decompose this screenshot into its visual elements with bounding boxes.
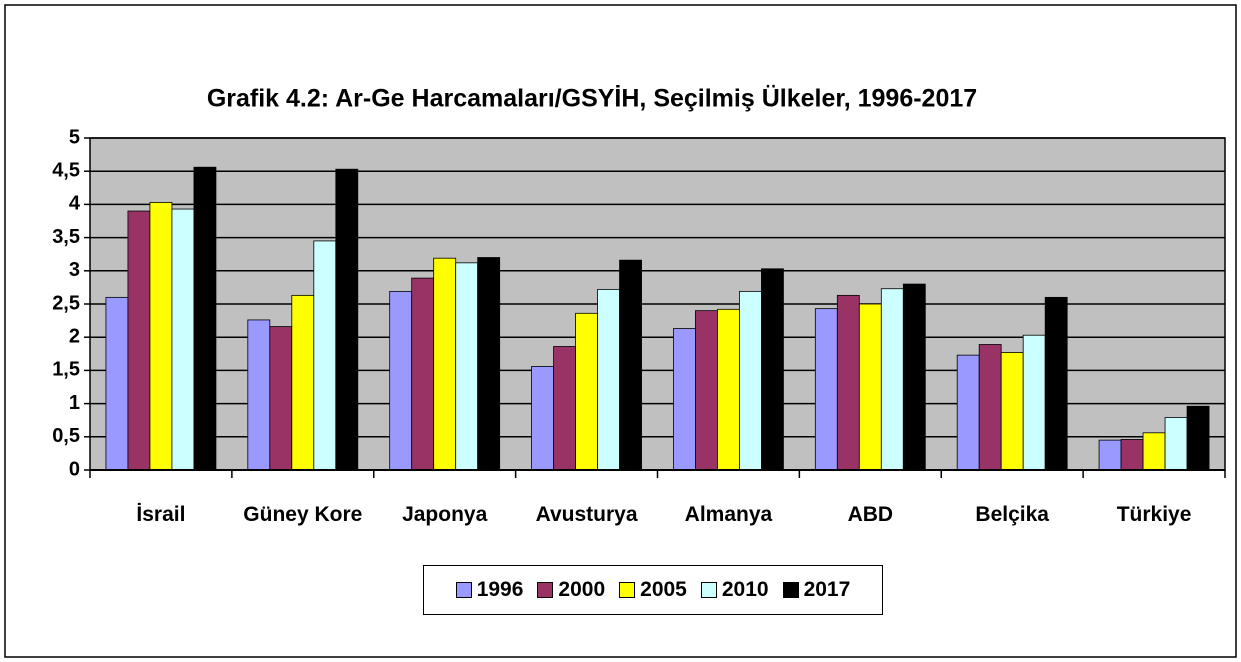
bar: [269, 326, 293, 471]
legend-label: 2010: [721, 578, 769, 601]
legend-item: 2005: [619, 578, 687, 602]
bar: [575, 312, 598, 471]
y-tick-label: 1: [69, 392, 80, 414]
legend-label: 1996: [476, 578, 524, 601]
y-tick-label: 2: [69, 325, 80, 347]
bar: [433, 257, 457, 471]
x-tick-label: İsrail: [136, 503, 186, 526]
y-tick-label: 3: [69, 259, 80, 281]
legend-swatch: [537, 582, 554, 598]
bar: [291, 294, 315, 471]
bar: [739, 290, 762, 471]
legend-label: 2017: [803, 578, 851, 601]
bar: [149, 202, 173, 471]
y-tick-label: 1,5: [52, 359, 80, 381]
y-tick-label: 3,5: [52, 226, 80, 248]
x-tick-label: Japonya: [402, 503, 488, 526]
bar: [1098, 439, 1122, 471]
x-tick-label: Türkiye: [1116, 503, 1192, 526]
bar: [1022, 334, 1046, 471]
bar: [978, 344, 1002, 471]
bar: [761, 268, 784, 471]
y-tick-label: 0,5: [52, 425, 80, 447]
bar: [1000, 352, 1024, 471]
y-tick-label: 0: [69, 458, 80, 480]
bar: [171, 208, 195, 471]
legend-label: 2005: [640, 578, 687, 601]
bar: [477, 257, 501, 471]
chart-title: Grafik 4.2: Ar-Ge Harcamaları/GSYİH, Seç…: [207, 84, 977, 113]
legend-swatch: [455, 582, 472, 598]
bar: [335, 168, 359, 471]
bar: [836, 294, 860, 471]
legend-swatch: [700, 582, 717, 598]
x-tick-label: Avusturya: [535, 503, 638, 526]
bar: [247, 319, 271, 471]
bar: [597, 288, 620, 471]
bar: [531, 366, 554, 471]
bar: [1044, 296, 1068, 471]
legend: 1996 2000 2005 2010 2017: [423, 565, 883, 615]
bar: [956, 354, 980, 471]
bar: [313, 240, 337, 471]
y-tick-label: 4: [69, 193, 81, 215]
bar: [1142, 432, 1166, 471]
legend-swatch: [619, 582, 636, 598]
bar: [673, 328, 696, 471]
bar: [695, 310, 718, 471]
bar: [1164, 417, 1188, 471]
bar: [411, 277, 435, 471]
bar: [1120, 439, 1144, 471]
bar: [902, 283, 926, 471]
bar: [619, 259, 642, 471]
bar: [1186, 405, 1210, 471]
bar: [193, 166, 217, 471]
bar: [553, 346, 576, 471]
bar: [389, 290, 413, 471]
y-tick-label: 4,5: [52, 159, 80, 181]
bar: [455, 262, 479, 471]
bar: [717, 308, 740, 471]
x-tick-label: Belçika: [975, 503, 1049, 526]
bar: [105, 296, 129, 471]
y-tick-label: 2,5: [52, 292, 80, 314]
legend-swatch: [782, 582, 799, 598]
x-tick-label: Almanya: [684, 503, 773, 526]
legend-item: 2010: [700, 578, 769, 602]
legend-item: 1996: [455, 578, 524, 602]
bar: [858, 303, 882, 471]
legend-item: 2000: [537, 578, 605, 602]
x-tick-label: Güney Kore: [243, 503, 363, 526]
legend-item: 2017: [782, 578, 851, 602]
bar: [127, 210, 151, 471]
y-tick-label: 5: [69, 126, 80, 148]
x-tick-label: ABD: [847, 503, 894, 526]
legend-label: 2000: [558, 578, 606, 601]
bar: [814, 308, 838, 471]
bar: [880, 288, 904, 471]
